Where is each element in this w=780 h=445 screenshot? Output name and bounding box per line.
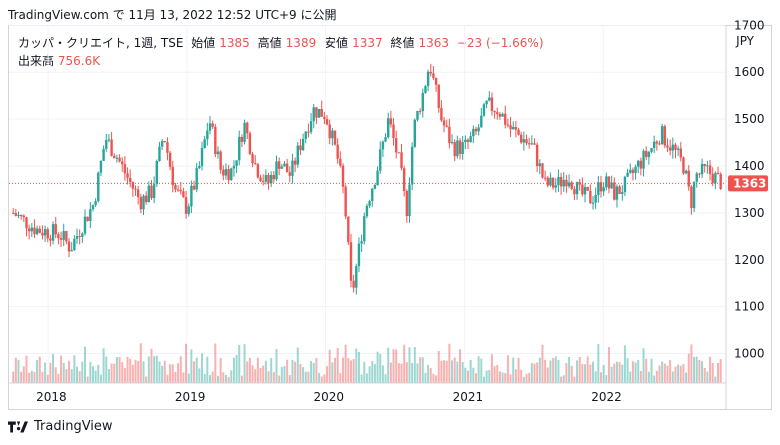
low-value: 1337 (352, 36, 383, 50)
change-value: −23 (−1.66%) (456, 36, 544, 50)
ohlc-legend: カッパ・クリエイト, 1週, TSE 始値 1385 高値 1389 安値 1337 … (18, 34, 548, 51)
publish-info: TradingView.com で 11月 13, 2022 12:52 UTC… (8, 8, 337, 22)
volume-value: 756.6K (57, 54, 101, 68)
symbol-label: カッパ・クリエイト, 1週, TSE (18, 36, 184, 50)
chart-frame (8, 25, 772, 410)
low-label: 安値 (324, 36, 349, 50)
volume-label: 出来高 (18, 54, 55, 68)
high-value: 1389 (285, 36, 317, 50)
high-label: 高値 (257, 36, 282, 50)
footer-brand-label: TradingView (34, 419, 113, 434)
open-value: 1385 (219, 36, 250, 50)
close-label: 終値 (390, 36, 415, 50)
volume-legend: 出来高 756.6K (18, 52, 100, 69)
currency-label: JPY (736, 34, 754, 48)
footer-brand[interactable]: TradingView (8, 419, 113, 434)
tradingview-logo-icon (8, 420, 28, 433)
close-value: 1363 (418, 36, 449, 50)
open-label: 始値 (191, 36, 216, 50)
